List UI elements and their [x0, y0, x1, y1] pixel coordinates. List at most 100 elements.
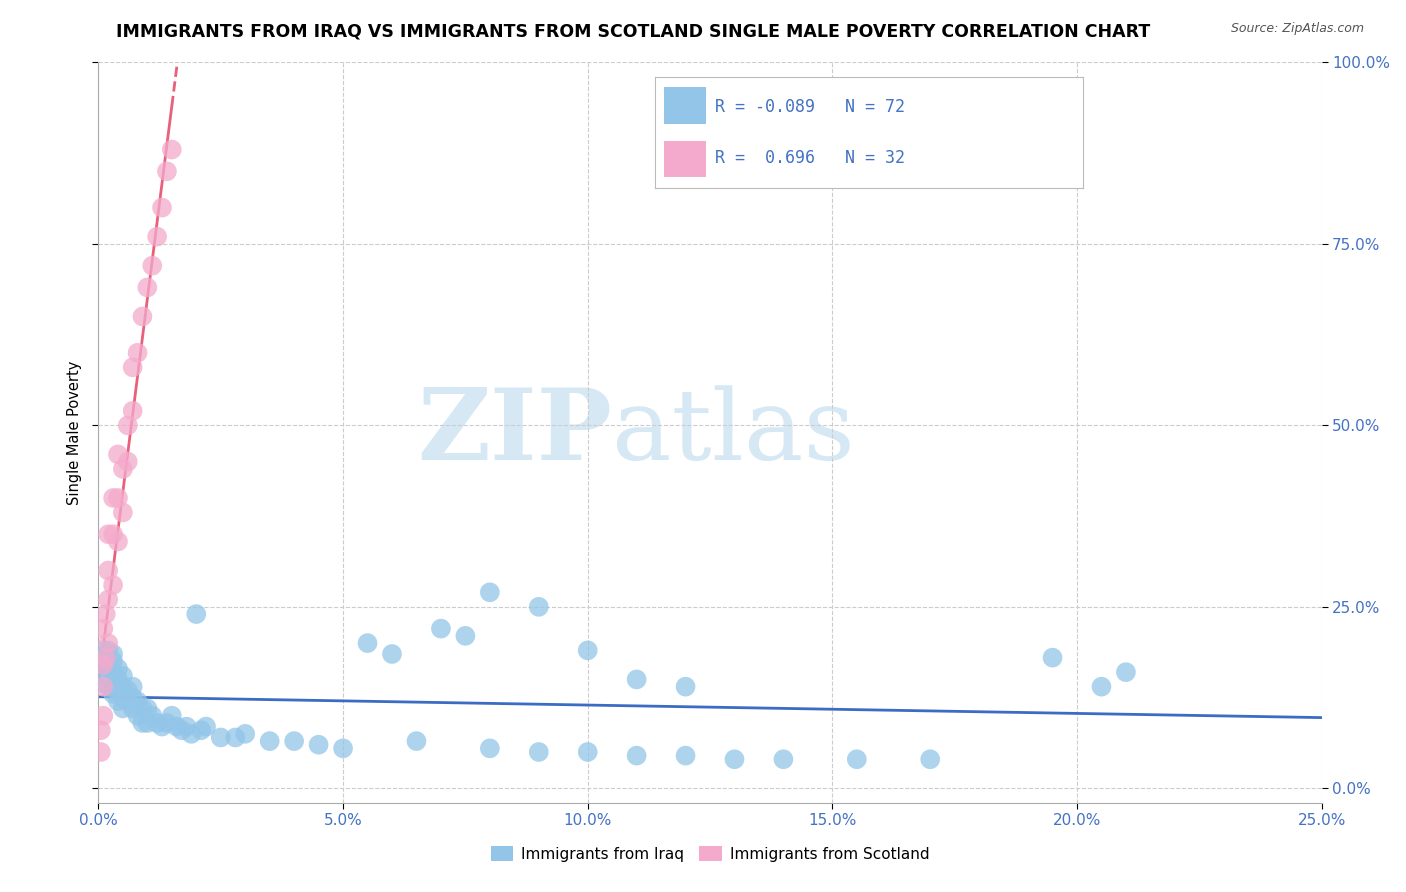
- Point: [176, 720, 198, 734]
- Point: [121, 701, 143, 715]
- Point: [111, 690, 134, 705]
- Point: [356, 636, 378, 650]
- Point: [107, 447, 129, 461]
- Point: [527, 599, 550, 614]
- Point: [136, 280, 159, 294]
- Legend: Immigrants from Iraq, Immigrants from Scotland: Immigrants from Iraq, Immigrants from Sc…: [491, 846, 929, 862]
- Point: [97, 592, 120, 607]
- Point: [90, 745, 112, 759]
- Point: [1115, 665, 1137, 680]
- Point: [97, 643, 120, 657]
- Point: [170, 723, 193, 738]
- Point: [209, 731, 232, 745]
- Point: [121, 404, 143, 418]
- Point: [90, 723, 112, 738]
- Point: [180, 727, 202, 741]
- Point: [101, 687, 124, 701]
- Point: [576, 643, 599, 657]
- Point: [136, 701, 159, 715]
- Point: [91, 680, 114, 694]
- Text: atlas: atlas: [612, 384, 855, 481]
- Point: [117, 418, 139, 433]
- Point: [156, 715, 179, 730]
- Point: [186, 607, 208, 621]
- Point: [308, 738, 330, 752]
- Point: [675, 748, 697, 763]
- Point: [127, 708, 149, 723]
- Point: [101, 647, 124, 661]
- Point: [527, 745, 550, 759]
- Point: [131, 310, 153, 324]
- Point: [675, 680, 697, 694]
- Point: [97, 527, 120, 541]
- Point: [91, 622, 114, 636]
- Point: [478, 741, 501, 756]
- Text: IMMIGRANTS FROM IRAQ VS IMMIGRANTS FROM SCOTLAND SINGLE MALE POVERTY CORRELATION: IMMIGRANTS FROM IRAQ VS IMMIGRANTS FROM …: [115, 22, 1150, 40]
- Point: [136, 715, 159, 730]
- Point: [430, 622, 453, 636]
- Point: [626, 748, 648, 763]
- Point: [101, 527, 124, 541]
- Point: [478, 585, 501, 599]
- Point: [101, 665, 124, 680]
- Point: [920, 752, 942, 766]
- Point: [224, 731, 246, 745]
- Point: [405, 734, 427, 748]
- Point: [723, 752, 745, 766]
- Point: [97, 657, 120, 672]
- Point: [101, 491, 124, 505]
- Point: [1042, 650, 1064, 665]
- Point: [111, 680, 134, 694]
- Point: [111, 669, 134, 683]
- Point: [91, 676, 114, 690]
- Point: [111, 462, 134, 476]
- Point: [131, 701, 153, 715]
- Point: [97, 564, 120, 578]
- Point: [101, 676, 124, 690]
- Point: [111, 701, 134, 715]
- Point: [166, 720, 188, 734]
- Point: [127, 345, 149, 359]
- Point: [121, 680, 143, 694]
- Point: [94, 650, 117, 665]
- Point: [107, 661, 129, 675]
- Point: [146, 229, 169, 244]
- Point: [454, 629, 477, 643]
- Point: [195, 720, 218, 734]
- Point: [626, 673, 648, 687]
- Text: Source: ZipAtlas.com: Source: ZipAtlas.com: [1230, 22, 1364, 36]
- Point: [107, 534, 129, 549]
- Point: [156, 164, 179, 178]
- Point: [131, 715, 153, 730]
- Point: [772, 752, 794, 766]
- Point: [117, 455, 139, 469]
- Point: [127, 694, 149, 708]
- Point: [121, 360, 143, 375]
- Point: [107, 491, 129, 505]
- Point: [121, 690, 143, 705]
- Point: [91, 708, 114, 723]
- Point: [91, 643, 114, 657]
- Point: [107, 683, 129, 698]
- Point: [150, 201, 173, 215]
- Point: [107, 694, 129, 708]
- Point: [141, 259, 163, 273]
- Point: [94, 607, 117, 621]
- Point: [97, 680, 120, 694]
- Text: ZIP: ZIP: [418, 384, 612, 481]
- Point: [107, 673, 129, 687]
- Point: [259, 734, 281, 748]
- Point: [332, 741, 354, 756]
- Point: [146, 715, 169, 730]
- Point: [111, 506, 134, 520]
- Point: [576, 745, 599, 759]
- Point: [160, 143, 183, 157]
- Point: [101, 578, 124, 592]
- Point: [150, 720, 173, 734]
- Point: [117, 694, 139, 708]
- Point: [381, 647, 404, 661]
- Point: [283, 734, 305, 748]
- Y-axis label: Single Male Poverty: Single Male Poverty: [66, 360, 82, 505]
- Point: [190, 723, 212, 738]
- Point: [1090, 680, 1112, 694]
